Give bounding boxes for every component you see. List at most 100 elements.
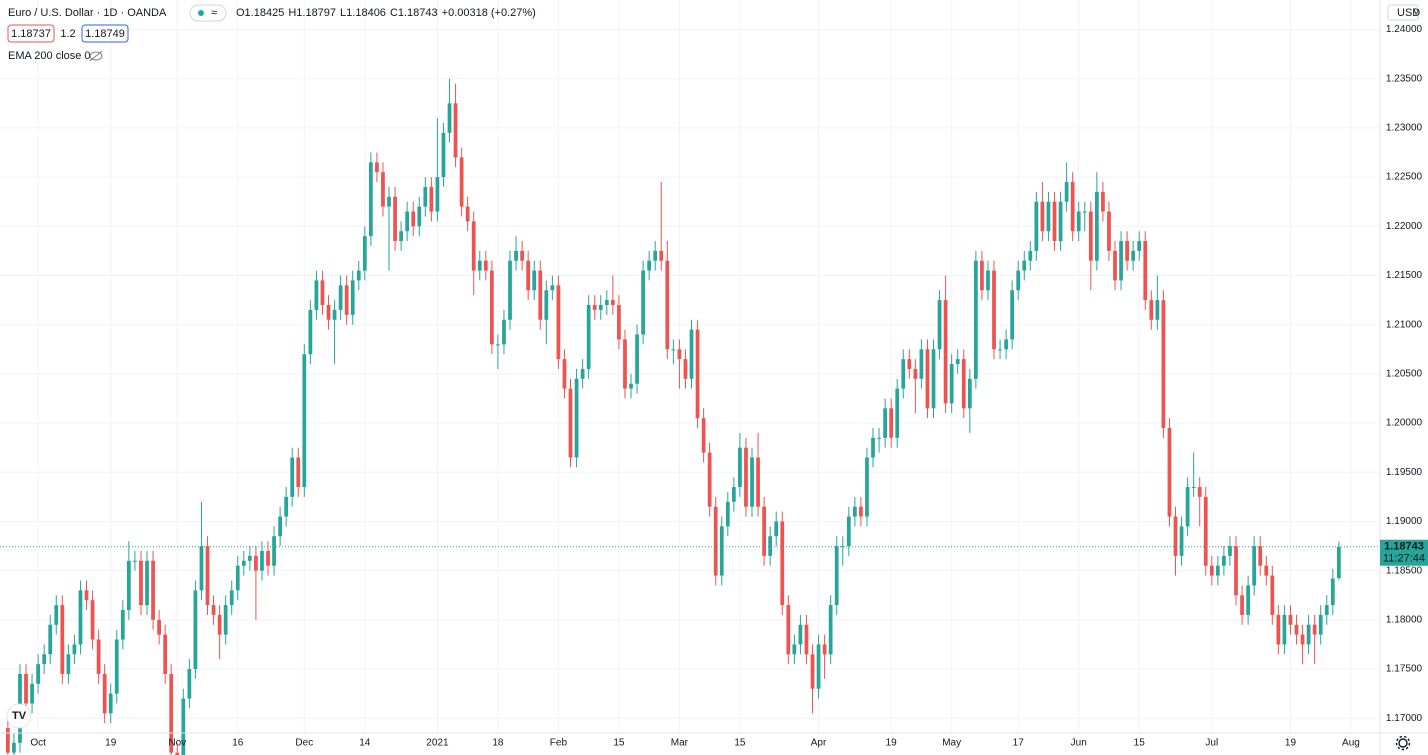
candle-body: [1119, 241, 1123, 281]
x-tick-label: Oct: [30, 738, 46, 749]
candle-body: [302, 354, 307, 488]
x-tick-label: Jun: [1071, 738, 1087, 749]
candle-body: [610, 300, 615, 306]
delay-icon: ≈: [211, 7, 217, 19]
candle-body: [24, 673, 28, 704]
candle-body: [1082, 211, 1087, 213]
x-tick-label: Jul: [1205, 738, 1218, 749]
candle-body: [980, 260, 984, 291]
candle-body: [435, 177, 440, 212]
y-tick-label: 1.17500: [1386, 664, 1423, 675]
candle-body: [508, 260, 512, 320]
candle-body: [217, 614, 222, 635]
candle-body: [840, 546, 845, 548]
currency[interactable]: USD: [1397, 7, 1420, 19]
settings-gear[interactable]: [1395, 735, 1411, 751]
hide-icon[interactable]: [89, 50, 103, 62]
candle-body: [834, 546, 839, 606]
candle-body: [592, 305, 597, 310]
last-price-tag: [1380, 539, 1428, 566]
candle-body: [1300, 634, 1305, 645]
candle-body: [689, 329, 694, 379]
candle-body: [1240, 595, 1244, 615]
candle-body: [260, 550, 264, 571]
candle-body: [36, 664, 40, 684]
candle-body: [520, 250, 524, 261]
candle-body: [1131, 250, 1136, 261]
candle-body: [973, 260, 978, 379]
candle-body: [278, 516, 282, 537]
y-tick-label: 1.20000: [1386, 418, 1423, 429]
candle-body: [405, 211, 410, 232]
candle-body: [356, 270, 361, 281]
buy-price[interactable]: 1.18749: [85, 28, 125, 40]
y-tick-label: 1.24000: [1386, 24, 1423, 35]
candle-body: [126, 560, 131, 611]
candle-body: [895, 388, 900, 438]
candle-body: [816, 644, 821, 689]
candle-body: [266, 550, 270, 566]
candle-body: [72, 644, 77, 655]
candle-body: [683, 359, 688, 379]
candle-body: [417, 206, 422, 227]
candle-body: [1330, 578, 1335, 606]
candle-body: [744, 447, 748, 507]
status-badge[interactable]: [189, 4, 227, 22]
x-tick-label: 15: [1134, 738, 1146, 749]
candle-body: [562, 359, 567, 389]
candle-body: [387, 196, 391, 207]
candle-body: [774, 521, 779, 537]
candle-body: [1270, 575, 1275, 615]
candle-body: [1034, 201, 1039, 251]
candle-body: [483, 260, 488, 271]
candle-body: [169, 673, 174, 753]
candle-body: [296, 457, 301, 488]
x-tick-label: 18: [492, 738, 504, 749]
candle-body: [750, 457, 754, 507]
candle-body: [1276, 614, 1281, 645]
candle-body: [538, 270, 543, 320]
candle-body: [719, 526, 724, 576]
sell-price[interactable]: 1.18737: [11, 28, 51, 40]
sell-button[interactable]: [7, 24, 55, 43]
candle-body: [211, 605, 216, 615]
candle-body: [859, 506, 863, 517]
candle-body: [1215, 565, 1220, 576]
x-tick-label: 16: [232, 738, 244, 749]
candle-body: [78, 590, 83, 645]
candle-body: [272, 536, 276, 566]
candle-body: [798, 624, 803, 645]
candle-body: [725, 501, 730, 527]
candle-body: [701, 418, 706, 453]
candle-body: [822, 644, 827, 655]
candle-body: [429, 186, 434, 212]
x-tick-label: 17: [1013, 738, 1025, 749]
candle-body: [350, 280, 355, 315]
currency-select[interactable]: [1387, 4, 1419, 21]
candle-body: [175, 752, 180, 755]
candle-body: [931, 349, 936, 409]
candle-body: [1052, 201, 1057, 242]
x-tick-label: 19: [886, 738, 898, 749]
x-tick-label: Nov: [168, 738, 186, 749]
candle-body: [925, 349, 930, 409]
candle-body: [568, 388, 573, 458]
candle-body: [623, 339, 627, 389]
y-tick-label: 1.22500: [1386, 172, 1423, 183]
buy-button[interactable]: [81, 24, 129, 43]
currency-caret: ˅: [1413, 7, 1419, 19]
candle-body: [949, 364, 954, 404]
logo[interactable]: TV: [6, 703, 32, 729]
candle-body: [223, 605, 228, 635]
y-tick-label: 1.19000: [1386, 516, 1423, 527]
y-tick-label: 1.22000: [1386, 221, 1423, 232]
candle-body: [1137, 241, 1142, 251]
candle-body: [937, 300, 942, 350]
candles: [0, 78, 1380, 755]
candle-body: [187, 669, 192, 699]
candle-body: [852, 506, 857, 517]
y-tick-label: 1.23500: [1386, 73, 1423, 84]
candle-body: [598, 305, 603, 310]
candle-body: [447, 103, 452, 133]
